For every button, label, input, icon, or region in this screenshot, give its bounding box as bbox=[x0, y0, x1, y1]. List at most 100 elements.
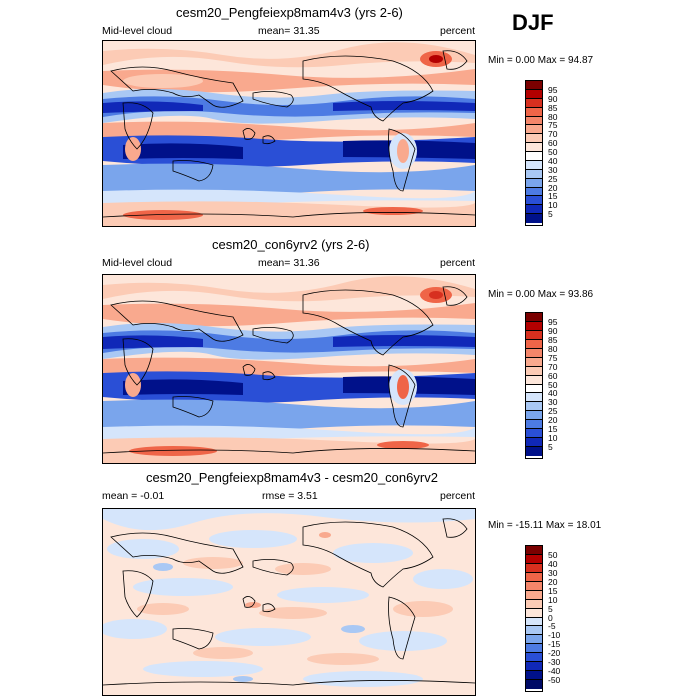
colorbar-swatch bbox=[526, 116, 542, 126]
colorbar-tick-label: 75 bbox=[548, 120, 558, 131]
colorbar-tick-label: 25 bbox=[548, 173, 558, 184]
colorbar-swatch bbox=[526, 81, 542, 90]
colorbar-swatch bbox=[526, 375, 542, 385]
panel3-units-label: percent bbox=[440, 490, 476, 502]
colorbar-swatch bbox=[526, 599, 542, 609]
colorbar-swatch bbox=[526, 671, 542, 681]
colorbar-swatch bbox=[526, 617, 542, 627]
colorbar-tick-label: 80 bbox=[548, 343, 558, 354]
colorbar-tick-label: 85 bbox=[548, 102, 558, 113]
colorbar-tick-label: 70 bbox=[548, 129, 558, 140]
panel2-variable-label: Mid-level cloud bbox=[102, 257, 173, 269]
colorbar-tick-label: 15 bbox=[548, 191, 558, 202]
colorbar-tick-label: 30 bbox=[548, 164, 558, 175]
colorbar-swatch bbox=[526, 107, 542, 117]
panel3-min-max: Min = -15.11 Max = 18.01 bbox=[488, 520, 602, 531]
colorbar-swatch bbox=[526, 187, 542, 197]
colorbar-swatch bbox=[526, 313, 542, 322]
colorbar-swatch bbox=[526, 563, 542, 573]
colorbar-swatch bbox=[526, 447, 542, 456]
panel1-variable-label: Mid-level cloud bbox=[102, 25, 173, 37]
panel2-units-label: percent bbox=[440, 257, 476, 269]
colorbar-tick-label: 5 bbox=[548, 603, 553, 614]
colorbar-tick-label: 5 bbox=[548, 442, 553, 453]
colorbar-swatch bbox=[526, 366, 542, 376]
colorbar-tick-label: 90 bbox=[548, 93, 558, 104]
colorbar-tick-label: -10 bbox=[548, 630, 561, 641]
colorbar-tick-label: 40 bbox=[548, 388, 558, 399]
colorbar-tick-label: -15 bbox=[548, 639, 561, 650]
colorbar-swatch bbox=[526, 160, 542, 170]
colorbar-tick-label: 10 bbox=[548, 594, 558, 605]
colorbar-swatch bbox=[526, 680, 542, 689]
colorbar-tick-label: 60 bbox=[548, 370, 558, 381]
colorbar-swatch bbox=[526, 330, 542, 340]
colorbar-swatch bbox=[526, 321, 542, 331]
colorbar-swatch bbox=[526, 608, 542, 618]
colorbar-tick-label: 0 bbox=[548, 612, 553, 623]
season-label: DJF bbox=[512, 10, 554, 35]
colorbar-tick-label: 30 bbox=[548, 567, 558, 578]
panel3-colorbar bbox=[525, 545, 543, 692]
colorbar-swatch bbox=[526, 662, 542, 672]
panel1-min-max: Min = 0.00 Max = 94.87 bbox=[488, 55, 594, 66]
colorbar-tick-label: 60 bbox=[548, 138, 558, 149]
panel2-map bbox=[102, 274, 476, 464]
colorbar-tick-label: 20 bbox=[548, 576, 558, 587]
colorbar-swatch bbox=[526, 635, 542, 645]
colorbar-swatch bbox=[526, 429, 542, 439]
colorbar-swatch bbox=[526, 653, 542, 663]
panel3-map bbox=[102, 508, 476, 696]
colorbar-tick-label: 10 bbox=[548, 200, 558, 211]
panel3-mean-label: mean = -0.01 bbox=[102, 490, 165, 502]
colorbar-swatch bbox=[526, 169, 542, 179]
colorbar-tick-label: 10 bbox=[548, 433, 558, 444]
colorbar-swatch bbox=[526, 339, 542, 349]
colorbar-swatch bbox=[526, 402, 542, 412]
colorbar-swatch bbox=[526, 205, 542, 215]
colorbar-tick-label: -40 bbox=[548, 666, 561, 677]
colorbar-tick-label: 50 bbox=[548, 379, 558, 390]
colorbar-swatch bbox=[526, 125, 542, 135]
colorbar-tick-label: 15 bbox=[548, 585, 558, 596]
colorbar-swatch bbox=[526, 411, 542, 421]
colorbar-tick-label: 40 bbox=[548, 155, 558, 166]
panel1-colorbar bbox=[525, 80, 543, 226]
colorbar-tick-label: 25 bbox=[548, 406, 558, 417]
colorbar-tick-label: 50 bbox=[548, 549, 558, 560]
colorbar-tick-label: 90 bbox=[548, 325, 558, 336]
panel1-mean-label: mean= 31.35 bbox=[258, 25, 320, 37]
colorbar-tick-label: 85 bbox=[548, 334, 558, 345]
colorbar-swatch bbox=[526, 438, 542, 448]
colorbar-tick-label: -30 bbox=[548, 657, 561, 668]
colorbar-tick-label: 5 bbox=[548, 209, 553, 220]
panel2-title: cesm20_con6yrv2 (yrs 2-6) bbox=[212, 237, 370, 252]
colorbar-tick-label: 95 bbox=[548, 316, 558, 327]
colorbar-tick-label: -50 bbox=[548, 675, 561, 686]
colorbar-tick-label: -20 bbox=[548, 648, 561, 659]
panel3-rmse-label: rmse = 3.51 bbox=[262, 490, 318, 502]
colorbar-swatch bbox=[526, 393, 542, 403]
panel1-title: cesm20_Pengfeiexp8mam4v3 (yrs 2-6) bbox=[176, 5, 403, 20]
colorbar-tick-label: 20 bbox=[548, 182, 558, 193]
colorbar-tick-label: 80 bbox=[548, 111, 558, 122]
colorbar-tick-label: 75 bbox=[548, 352, 558, 363]
panel1-units-label: percent bbox=[440, 25, 476, 37]
colorbar-swatch bbox=[526, 572, 542, 582]
colorbar-swatch bbox=[526, 590, 542, 600]
colorbar-swatch bbox=[526, 143, 542, 152]
colorbar-swatch bbox=[526, 581, 542, 591]
colorbar-swatch bbox=[526, 546, 542, 555]
colorbar-swatch bbox=[526, 134, 542, 144]
colorbar-swatch bbox=[526, 98, 542, 108]
colorbar-swatch bbox=[526, 626, 542, 636]
colorbar-swatch bbox=[526, 348, 542, 358]
colorbar-tick-label: 70 bbox=[548, 361, 558, 372]
colorbar-swatch bbox=[526, 420, 542, 430]
colorbar-swatch bbox=[526, 554, 542, 564]
colorbar-tick-label: 40 bbox=[548, 558, 558, 569]
panel2-colorbar bbox=[525, 312, 543, 459]
colorbar-swatch bbox=[526, 384, 542, 394]
colorbar-swatch bbox=[526, 357, 542, 367]
colorbar-tick-label: -5 bbox=[548, 621, 556, 632]
